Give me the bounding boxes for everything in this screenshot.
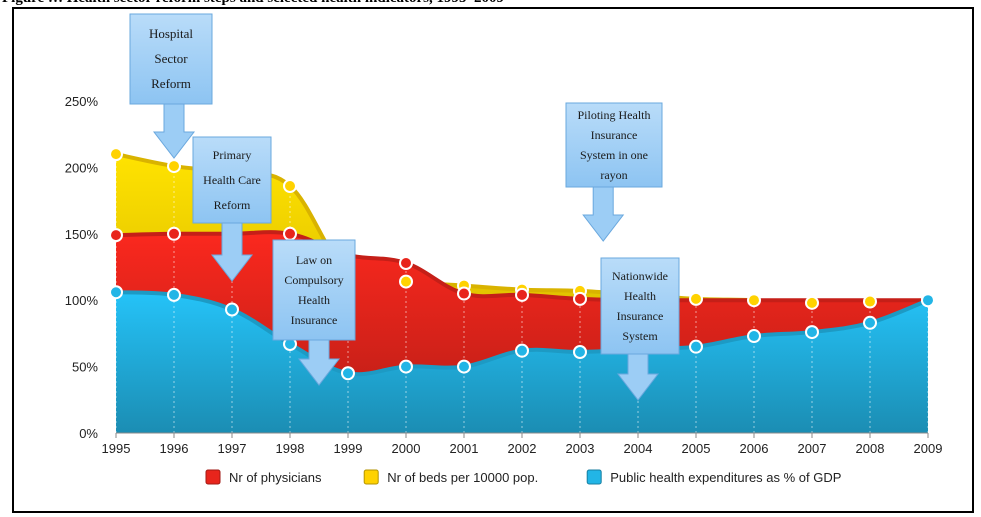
data-point xyxy=(573,291,587,306)
x-tick-label: 1996 xyxy=(160,441,189,456)
callout-line: Nationwide xyxy=(612,269,668,283)
callout: Primary Health Care Reform xyxy=(192,136,272,282)
callout-line: Reform xyxy=(151,76,191,91)
callout-box xyxy=(129,13,213,105)
x-tick-label: 1995 xyxy=(102,441,131,456)
callout-line: Health Care xyxy=(203,173,261,187)
data-point xyxy=(457,286,471,301)
x-tick-label: 2004 xyxy=(624,441,653,456)
x-tick-label: 1999 xyxy=(334,441,363,456)
data-point xyxy=(921,293,935,308)
data-point xyxy=(689,291,703,306)
data-point xyxy=(747,293,761,308)
callout-arrow xyxy=(210,222,254,282)
data-point xyxy=(399,359,413,374)
data-point xyxy=(457,359,471,374)
data-point xyxy=(283,226,297,241)
legend-label: Public health expenditures as % of GDP xyxy=(610,470,841,485)
data-point xyxy=(283,178,297,193)
legend-item: Nr of beds per 10000 pop. xyxy=(363,469,538,485)
data-point xyxy=(805,295,819,310)
y-tick-label: 200% xyxy=(65,160,99,175)
callout-line: Insurance xyxy=(617,309,664,323)
callout-line: Sector xyxy=(154,51,188,66)
x-tick-label: 1998 xyxy=(276,441,305,456)
legend-label: Nr of beds per 10000 pop. xyxy=(387,470,538,485)
callout-box xyxy=(600,257,680,355)
data-point xyxy=(399,256,413,271)
callout-arrow xyxy=(297,339,341,386)
x-tick-label: 2002 xyxy=(508,441,537,456)
callout-line: Compulsory xyxy=(284,273,343,287)
y-tick-label: 250% xyxy=(65,94,99,109)
data-point xyxy=(109,285,123,300)
data-point xyxy=(805,325,819,340)
callout-line: Insurance xyxy=(591,128,638,142)
callout-line: Insurance xyxy=(291,313,338,327)
callout-line: rayon xyxy=(600,168,627,182)
legend-swatch xyxy=(363,469,379,485)
x-tick-label: 1997 xyxy=(218,441,247,456)
callout-arrow xyxy=(582,186,625,242)
x-tick-label: 2008 xyxy=(856,441,885,456)
y-tick-label: 50% xyxy=(72,360,98,375)
data-point xyxy=(515,343,529,358)
data-point xyxy=(863,294,877,309)
data-point xyxy=(689,339,703,354)
legend-swatch xyxy=(205,469,221,485)
callout-line: Reform xyxy=(214,198,251,212)
callout-line: Law on xyxy=(296,253,332,267)
data-point xyxy=(573,344,587,359)
data-point xyxy=(341,366,355,381)
callout-line: Piloting Health xyxy=(578,108,651,122)
callout-arrow xyxy=(616,353,660,401)
data-point xyxy=(515,287,529,302)
callout: Nationwide Health Insurance System xyxy=(600,257,680,401)
data-point xyxy=(863,315,877,330)
legend-swatch xyxy=(586,469,602,485)
callout-line: Hospital xyxy=(149,26,193,41)
callout-box xyxy=(272,239,356,341)
callout: Law on Compulsory Health Insurance xyxy=(272,239,356,386)
legend-item: Nr of physicians xyxy=(205,469,322,485)
callout-box xyxy=(565,102,663,188)
legend-item: Public health expenditures as % of GDP xyxy=(586,469,841,485)
data-point xyxy=(167,159,181,174)
x-tick-label: 2005 xyxy=(682,441,711,456)
callout: Piloting Health Insurance System in one ray… xyxy=(565,102,663,242)
callout-line: System in one xyxy=(580,148,648,162)
data-point xyxy=(167,226,181,241)
callout-line: System xyxy=(622,329,658,343)
callout-line: Primary xyxy=(213,148,252,162)
x-tick-label: 2007 xyxy=(798,441,827,456)
x-tick-label: 2003 xyxy=(566,441,595,456)
callout-line: Health xyxy=(624,289,656,303)
x-tick-label: 2000 xyxy=(392,441,421,456)
data-point xyxy=(109,228,123,243)
y-tick-label: 150% xyxy=(65,227,99,242)
data-point xyxy=(109,147,123,162)
callout: Hospital Sector Reform xyxy=(129,13,213,159)
x-tick-label: 2006 xyxy=(740,441,769,456)
data-point xyxy=(225,302,239,317)
data-point xyxy=(399,274,413,289)
data-point xyxy=(747,329,761,344)
data-point xyxy=(167,287,181,302)
x-tick-label: 2001 xyxy=(450,441,479,456)
callout-box xyxy=(192,136,272,224)
legend-label: Nr of physicians xyxy=(229,470,322,485)
y-tick-label: 0% xyxy=(79,426,98,441)
callout-line: Health xyxy=(298,293,330,307)
x-tick-label: 2009 xyxy=(914,441,943,456)
y-tick-label: 100% xyxy=(65,293,99,308)
figure-caption: Figure … Health sector reform steps and … xyxy=(2,0,977,8)
callout-arrow xyxy=(152,103,196,159)
